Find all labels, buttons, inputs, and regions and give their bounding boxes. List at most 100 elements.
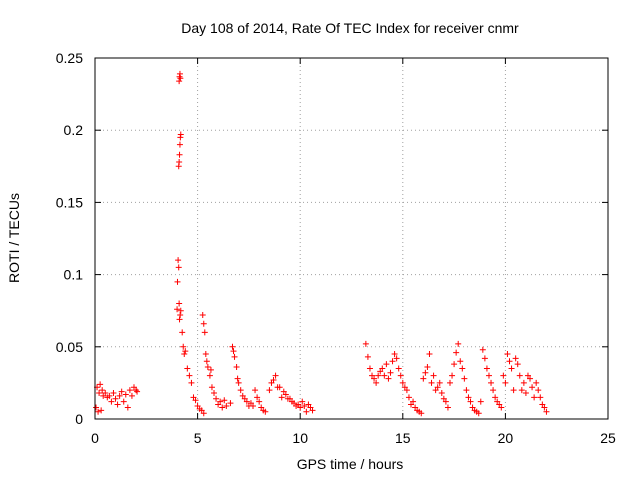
data-point [179, 329, 186, 336]
data-point [256, 398, 263, 405]
data-point [467, 398, 474, 405]
data-point [230, 348, 237, 355]
data-point [184, 365, 191, 372]
data-point [381, 372, 388, 379]
y-tick-label: 0.25 [56, 50, 83, 66]
data-point [522, 390, 529, 397]
x-axis-label: GPS time / hours [297, 456, 404, 472]
data-point [514, 361, 521, 368]
x-tick-label: 20 [498, 430, 514, 446]
data-point [391, 351, 398, 358]
data-point [531, 394, 538, 401]
data-point [175, 264, 182, 271]
plot-frame [94, 57, 609, 420]
data-point [508, 365, 515, 372]
data-point [453, 349, 460, 356]
data-point [428, 379, 435, 386]
data-point [112, 395, 119, 402]
data-point [438, 390, 445, 397]
data-point [266, 387, 273, 394]
data-point [180, 343, 187, 350]
data-point [502, 379, 509, 386]
data-point [208, 384, 215, 391]
data-point [270, 377, 277, 384]
data-point [188, 379, 195, 386]
data-point [442, 398, 449, 405]
data-point [282, 391, 289, 398]
data-points [93, 70, 550, 417]
data-point [500, 372, 507, 379]
data-point [449, 372, 456, 379]
data-point [102, 390, 109, 397]
data-point [207, 366, 214, 373]
data-point [110, 390, 117, 397]
data-point [175, 257, 182, 264]
data-point [512, 355, 519, 362]
data-point [199, 312, 206, 319]
data-point [455, 340, 462, 347]
data-point [375, 372, 382, 379]
data-point [278, 394, 285, 401]
data-point [475, 410, 482, 417]
data-point [202, 351, 209, 358]
data-point [498, 404, 505, 411]
data-point [379, 365, 386, 372]
data-point [504, 351, 511, 358]
data-point [234, 375, 241, 382]
data-point [200, 410, 207, 417]
data-point [177, 75, 184, 82]
data-point [541, 404, 548, 411]
data-point [444, 404, 451, 411]
data-point [373, 379, 380, 386]
data-point [516, 372, 523, 379]
data-point [213, 395, 220, 402]
data-point [237, 387, 244, 394]
data-point [176, 316, 183, 323]
tick-labels: 0 5 10 15 20 25 0 0.05 0.1 0.15 0.2 0.25 [56, 50, 616, 446]
data-point [393, 355, 400, 362]
data-point [387, 369, 394, 376]
data-point [410, 398, 417, 405]
data-point [176, 158, 183, 165]
data-point [397, 372, 404, 379]
grid-lines [95, 58, 608, 419]
data-point [262, 408, 269, 415]
y-tick-label: 0.1 [64, 267, 84, 283]
data-point [492, 394, 499, 401]
data-point [128, 392, 135, 399]
data-point [385, 375, 392, 382]
chart-title: Day 108 of 2014, Rate Of TEC Index for r… [181, 20, 519, 36]
data-point [134, 388, 141, 395]
data-point [126, 387, 133, 394]
data-point [211, 390, 218, 397]
data-point [299, 398, 306, 405]
data-point [120, 398, 127, 405]
data-point [481, 355, 488, 362]
data-point [221, 397, 228, 404]
y-tick-label: 0.15 [56, 194, 83, 210]
data-point [93, 404, 100, 411]
axis-ticks [94, 57, 609, 420]
data-point [403, 387, 410, 394]
data-point [95, 408, 102, 415]
data-point [114, 401, 121, 408]
data-point [176, 141, 183, 148]
data-point [133, 387, 140, 394]
data-point [457, 358, 464, 365]
data-point [527, 375, 534, 382]
data-point [518, 387, 525, 394]
data-point [383, 361, 390, 368]
data-point [430, 372, 437, 379]
data-point [219, 404, 226, 411]
data-point [418, 410, 425, 417]
data-point [399, 379, 406, 386]
x-tick-label: 25 [600, 430, 616, 446]
data-point [362, 340, 369, 347]
data-point [488, 379, 495, 386]
data-point [520, 379, 527, 386]
data-point [537, 394, 544, 401]
data-point [461, 375, 468, 382]
data-point [176, 151, 183, 158]
data-point [231, 353, 238, 360]
